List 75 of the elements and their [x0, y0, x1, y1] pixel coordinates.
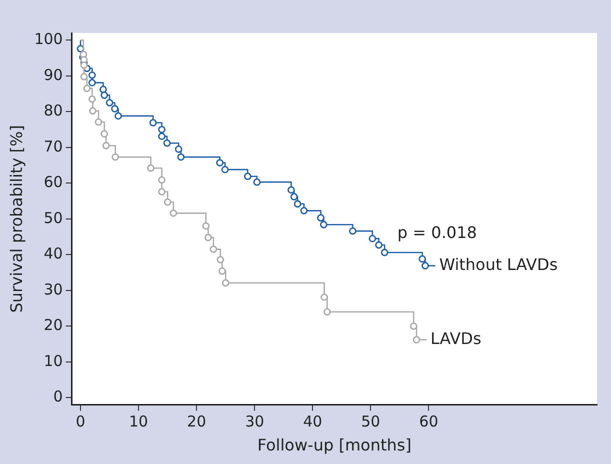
point — [174, 145, 182, 153]
point — [158, 126, 166, 134]
point — [88, 78, 96, 86]
point — [80, 61, 88, 69]
point — [106, 99, 114, 106]
point — [222, 279, 230, 287]
y-tick-label: 40 — [44, 244, 63, 263]
x-tick-label: 40 — [303, 412, 322, 431]
annotation: p = 0.018 — [397, 222, 477, 242]
y-tick-label: 30 — [44, 280, 63, 298]
point — [163, 139, 171, 147]
point — [216, 159, 224, 166]
point — [158, 132, 166, 140]
point — [170, 209, 178, 217]
point — [300, 206, 308, 214]
point — [147, 164, 154, 172]
point — [88, 71, 96, 79]
point — [380, 248, 388, 256]
point — [375, 241, 383, 249]
y-tick-label: 70 — [44, 137, 63, 156]
legend-label: LAVDs — [430, 328, 482, 348]
x-tick-label: 20 — [187, 412, 206, 431]
x-tick-label: 50 — [361, 412, 380, 431]
point — [218, 267, 226, 275]
point — [88, 95, 96, 103]
point — [80, 72, 88, 80]
y-tick-label: 50 — [44, 208, 63, 227]
point — [323, 308, 331, 316]
y-tick-label: 90 — [44, 66, 63, 84]
point — [158, 176, 166, 184]
point — [368, 234, 376, 242]
y-tick-label: 60 — [44, 173, 63, 192]
x-tick-label: 60 — [419, 412, 438, 431]
point — [94, 118, 102, 126]
y-tick-label: 100 — [34, 30, 63, 48]
point — [410, 322, 418, 330]
point — [294, 200, 302, 208]
point — [221, 166, 229, 174]
point — [83, 84, 91, 92]
y-axis-title: Survival probability [%] — [6, 125, 26, 313]
legend-label: Without LAVDs — [439, 254, 558, 274]
point — [320, 220, 328, 228]
point — [177, 153, 185, 161]
point — [412, 336, 420, 344]
y-tick-label: 10 — [44, 352, 63, 370]
point — [149, 119, 157, 126]
point — [89, 107, 96, 115]
point — [100, 130, 108, 138]
point — [290, 193, 298, 200]
y-tick-label: 20 — [44, 316, 63, 334]
point — [100, 92, 108, 99]
x-axis-title: Follow-up [months] — [257, 436, 412, 455]
point — [114, 112, 122, 120]
x-tick-label: 30 — [245, 412, 264, 431]
point — [422, 262, 429, 270]
point — [102, 142, 110, 150]
point — [216, 256, 224, 264]
x-tick-label: 0 — [76, 412, 86, 431]
point — [418, 255, 426, 263]
point — [317, 214, 324, 222]
point — [244, 172, 252, 180]
point — [202, 222, 210, 230]
x-tick-label: 10 — [129, 412, 148, 431]
point — [210, 246, 218, 253]
y-tick-label: 0 — [53, 388, 63, 406]
point — [164, 198, 172, 206]
point — [287, 186, 295, 194]
point — [158, 188, 166, 196]
point — [111, 105, 118, 112]
point — [320, 293, 328, 301]
point — [253, 178, 261, 186]
point — [348, 227, 356, 235]
point — [204, 234, 212, 242]
y-tick-label: 80 — [44, 102, 63, 120]
point — [112, 153, 120, 161]
